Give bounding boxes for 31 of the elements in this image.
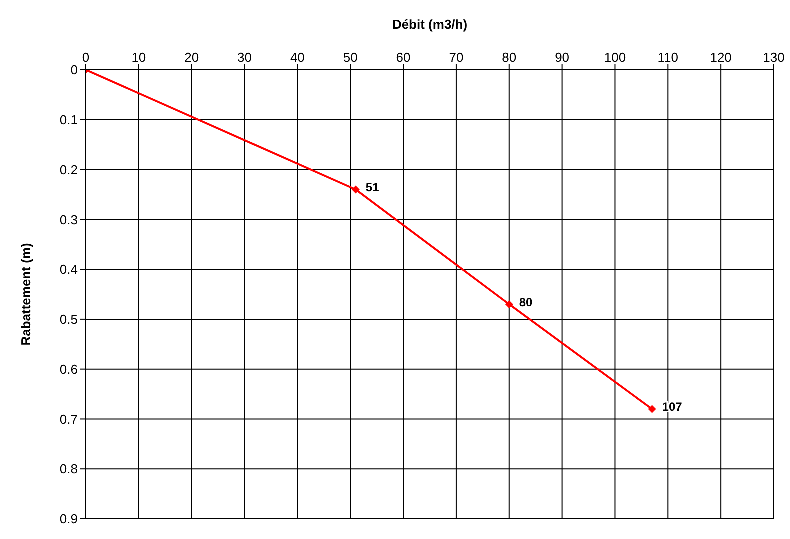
y-tick-label: 0.7 xyxy=(60,412,78,427)
y-tick-label: 0.1 xyxy=(60,112,78,128)
point xyxy=(352,186,360,194)
x-tick-label: 90 xyxy=(555,50,570,65)
y-tick-label: 0.6 xyxy=(60,362,78,377)
y-tick-label: 0.5 xyxy=(60,312,78,328)
point xyxy=(505,300,514,308)
x-tick-label: 60 xyxy=(396,50,411,65)
y-tick-label: 0 xyxy=(70,62,78,78)
y-tick-label: 0.8 xyxy=(60,462,78,477)
annotation: 80 xyxy=(519,295,534,310)
point xyxy=(648,405,656,414)
x-tick-label: 70 xyxy=(449,50,464,65)
x-tick-label: 120 xyxy=(710,50,732,65)
x-tick-label: 130 xyxy=(763,50,785,65)
y-axis-title: Rabattement (m) xyxy=(18,243,34,346)
y-tick-label: 0.3 xyxy=(60,212,78,228)
y-tick-label: 0.9 xyxy=(60,512,78,527)
x-tick-label: 30 xyxy=(238,50,252,65)
x-tick-label: 20 xyxy=(184,50,200,65)
x-tick-label: 110 xyxy=(658,50,679,65)
y-tick-label: 0.4 xyxy=(60,262,78,278)
y-tick-label: 0.2 xyxy=(60,162,78,178)
x-tick-label: 0 xyxy=(82,50,90,65)
x-tick-label: 10 xyxy=(132,50,146,65)
x-tick-label: 50 xyxy=(343,50,358,65)
x-tick-label: 100 xyxy=(604,50,626,65)
annotation: 51 xyxy=(366,180,380,195)
x-axis-title: Débit (m3/h) xyxy=(392,17,468,32)
x-tick-label: 40 xyxy=(290,50,305,65)
x-tick-label: 80 xyxy=(502,50,517,65)
